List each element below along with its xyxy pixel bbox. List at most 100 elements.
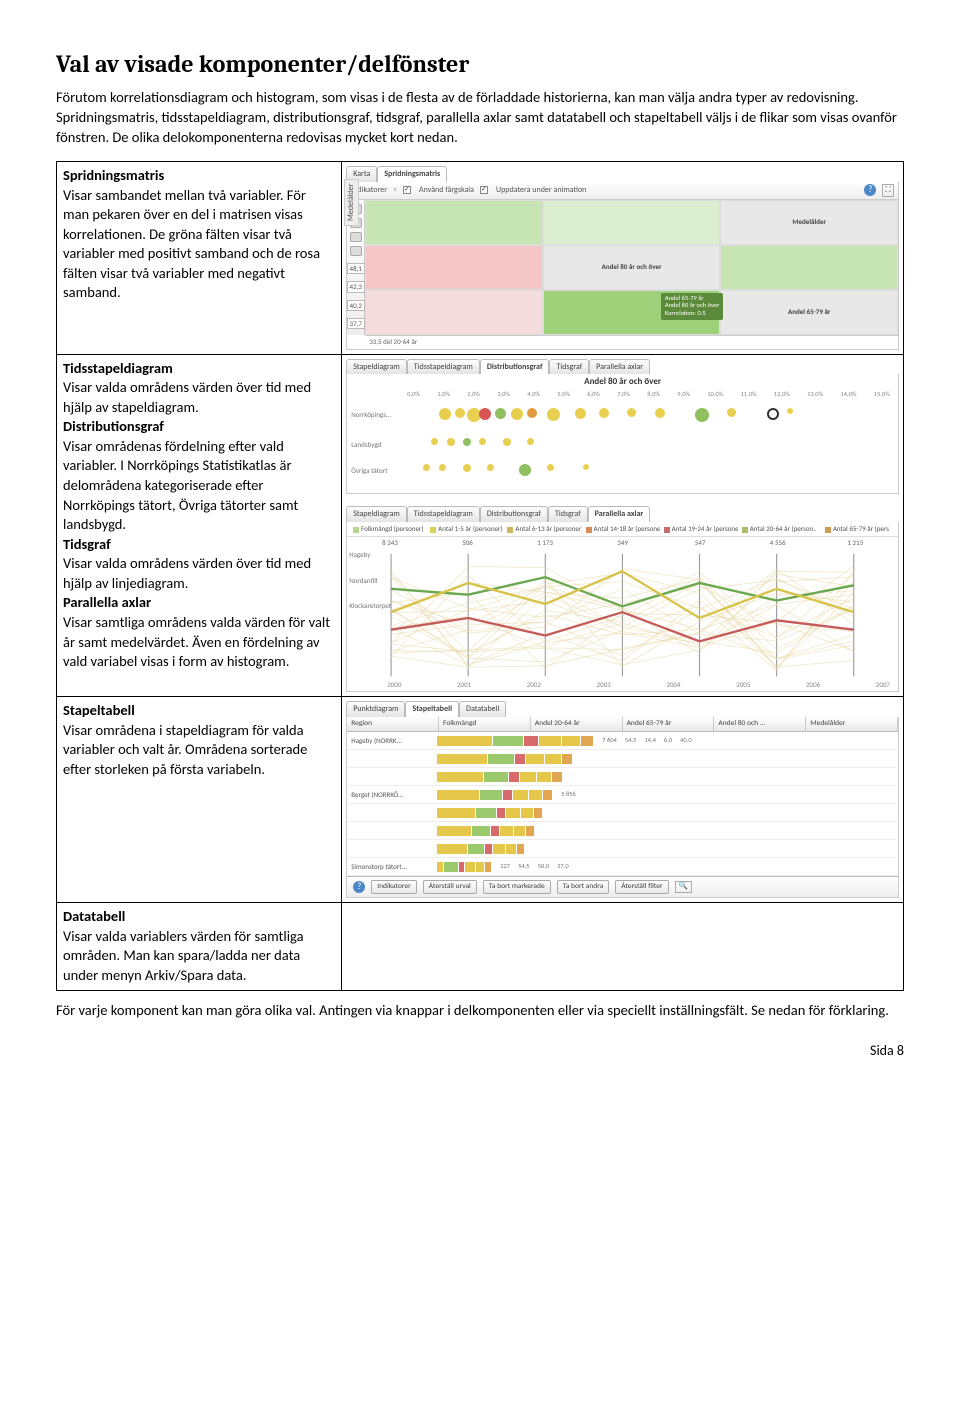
dist-dot[interactable]: [583, 464, 589, 470]
stap-col[interactable]: Andel 80 och ...: [714, 717, 806, 731]
cb-uppdatera[interactable]: [480, 186, 488, 194]
parallel-header[interactable]: Antal 6-13 år (personer): [507, 524, 581, 533]
tab[interactable]: Distributionsgraf: [480, 506, 548, 522]
parallel-header[interactable]: Antal 1-5 år (personer): [429, 524, 503, 533]
dist-dot[interactable]: [575, 408, 586, 419]
parallel-headers: Folkmängd (personer) Antal 1-5 år (person…: [347, 522, 898, 536]
tab[interactable]: Datatabell: [459, 701, 506, 717]
matrix-cell[interactable]: [720, 245, 898, 290]
dist-dot[interactable]: [727, 408, 736, 417]
dist-dot[interactable]: [655, 408, 665, 418]
btn-aterstall-filter[interactable]: Återställ filter: [615, 880, 668, 894]
help-icon[interactable]: ?: [353, 881, 365, 893]
btn-indikatorer[interactable]: Indikatorer: [371, 880, 417, 894]
tab[interactable]: Tidsgraf: [548, 506, 588, 522]
tool-icon[interactable]: [350, 232, 362, 242]
stap-col[interactable]: Andel 20-64 år: [531, 717, 623, 731]
tab[interactable]: Stapeldiagram: [346, 359, 407, 375]
tidsstapel-heading: Tidsstapeldiagram: [63, 359, 173, 377]
stap-col[interactable]: Medelålder: [806, 717, 898, 731]
stap-row[interactable]: Hageby (NORRK...7 60454,514,46,040,0: [347, 732, 898, 750]
chart4-tabs: Punktdiagram Stapeltabell Datatabell: [346, 701, 899, 717]
tab[interactable]: Parallella axlar: [589, 359, 650, 375]
dist-dot[interactable]: [511, 408, 523, 420]
dist-dot[interactable]: [423, 464, 430, 471]
datatabell-text: Datatabell Visar valda variablers värden…: [57, 903, 342, 990]
dist-dot[interactable]: [463, 464, 471, 472]
tab[interactable]: Parallella axlar: [588, 506, 651, 522]
stap-row[interactable]: [347, 804, 898, 822]
tool-icon[interactable]: [350, 246, 362, 256]
tab[interactable]: Stapeltabell: [405, 701, 459, 717]
btn-tabort-markerade[interactable]: Ta bort markerade: [483, 880, 551, 894]
dist-dot[interactable]: [479, 408, 491, 420]
dist-dot[interactable]: [431, 438, 438, 445]
dist-dot[interactable]: [439, 408, 451, 420]
parallel-header[interactable]: Antal 20-64 år (person...: [742, 524, 816, 533]
btn-aterstall-urval[interactable]: Återställ urval: [423, 880, 477, 894]
dist-dot[interactable]: [527, 438, 534, 445]
spridning-figure: Karta Spridningsmatris Indikatorer ▾ Anv…: [342, 162, 904, 355]
stap-row[interactable]: [347, 768, 898, 786]
distribution-heading: Distributionsgraf: [63, 417, 164, 435]
side-val: 40,2: [347, 300, 365, 311]
dist-dot[interactable]: [627, 408, 636, 417]
dist-dot[interactable]: [495, 408, 506, 419]
dist-dot[interactable]: [503, 438, 511, 446]
tab-spridningsmatris[interactable]: Spridningsmatris: [377, 166, 447, 182]
dist-dot[interactable]: [439, 464, 446, 471]
dist-dot[interactable]: [455, 408, 465, 418]
btn-tabort-andra[interactable]: Ta bort andra: [557, 880, 610, 894]
matrix-hover-cell[interactable]: Andel 65-79 år Andel 80 år och över Korr…: [543, 290, 721, 335]
parallel-header[interactable]: Folkmängd (personer): [351, 524, 425, 533]
help-icon[interactable]: ?: [864, 184, 876, 196]
intro-paragraph: Förutom korrelationsdiagram och histogra…: [56, 88, 904, 147]
stap-row[interactable]: Berget (NORRKÖ...5 856: [347, 786, 898, 804]
tab[interactable]: Stapeldiagram: [346, 506, 407, 522]
dist-dot[interactable]: [547, 464, 554, 471]
matrix-cell[interactable]: [365, 290, 543, 335]
side-val: 48,1: [347, 263, 365, 274]
dist-dot[interactable]: [519, 464, 531, 476]
matrix-cell[interactable]: [365, 200, 543, 245]
zoom-icon[interactable]: 🔍: [675, 881, 692, 893]
dist-dot[interactable]: [527, 408, 537, 418]
dist-dot[interactable]: [463, 438, 471, 446]
matrix-cell[interactable]: [365, 245, 543, 290]
parallel-header[interactable]: Antal 19-24 år (personer): [664, 524, 738, 533]
cb-fargskala[interactable]: [403, 186, 411, 194]
dist-dot[interactable]: [447, 438, 455, 446]
dist-rowlabel: Landsbygd: [351, 440, 381, 449]
dist-dot[interactable]: [479, 438, 486, 445]
dist-rowlabel: Norrköpings...: [351, 410, 391, 419]
stap-row[interactable]: [347, 750, 898, 768]
tab[interactable]: Tidsstapeldiagram: [407, 506, 480, 522]
stap-row[interactable]: [347, 840, 898, 858]
expand-icon[interactable]: ⛶: [882, 184, 894, 197]
dist-dot[interactable]: [695, 408, 709, 422]
chart3-tabs: Stapeldiagram Tidsstapeldiagram Distribu…: [346, 506, 899, 522]
parallella-heading: Parallella axlar: [63, 593, 151, 611]
stapeltabell-body: Visar områdena i stapeldiagram för valda…: [63, 721, 307, 778]
stap-row[interactable]: Simonstorp tätort...22754,550,037,0: [347, 858, 898, 876]
spridning-heading: Spridningsmatris: [63, 166, 164, 184]
stap-col[interactable]: Folkmängd: [439, 717, 531, 731]
dist-dot[interactable]: [787, 408, 793, 414]
spridning-body: Visar sambandet mellan två variabler. Fö…: [63, 186, 320, 302]
parallel-chart: Folkmängd (personer) Antal 1-5 år (person…: [346, 522, 899, 692]
stap-row[interactable]: [347, 822, 898, 840]
dist-dot[interactable]: [767, 408, 779, 420]
stap-col[interactable]: Andel 65-79 år: [623, 717, 715, 731]
dist-dot[interactable]: [547, 408, 560, 421]
matrix-cell[interactable]: [543, 200, 721, 245]
parallel-years: 20002001200220032004200520062007: [387, 680, 890, 689]
stap-col[interactable]: Region: [347, 717, 439, 731]
parallel-header[interactable]: Antal 65-79 år (pers: [820, 524, 894, 533]
dist-dot[interactable]: [599, 408, 609, 418]
tab[interactable]: Tidsstapeldiagram: [407, 359, 480, 375]
tab[interactable]: Distributionsgraf: [480, 359, 550, 375]
dist-dot[interactable]: [487, 464, 494, 471]
parallel-header[interactable]: Antal 14-18 år (personer): [586, 524, 660, 533]
tab[interactable]: Tidsgraf: [549, 359, 589, 375]
tab[interactable]: Punktdiagram: [346, 701, 405, 717]
